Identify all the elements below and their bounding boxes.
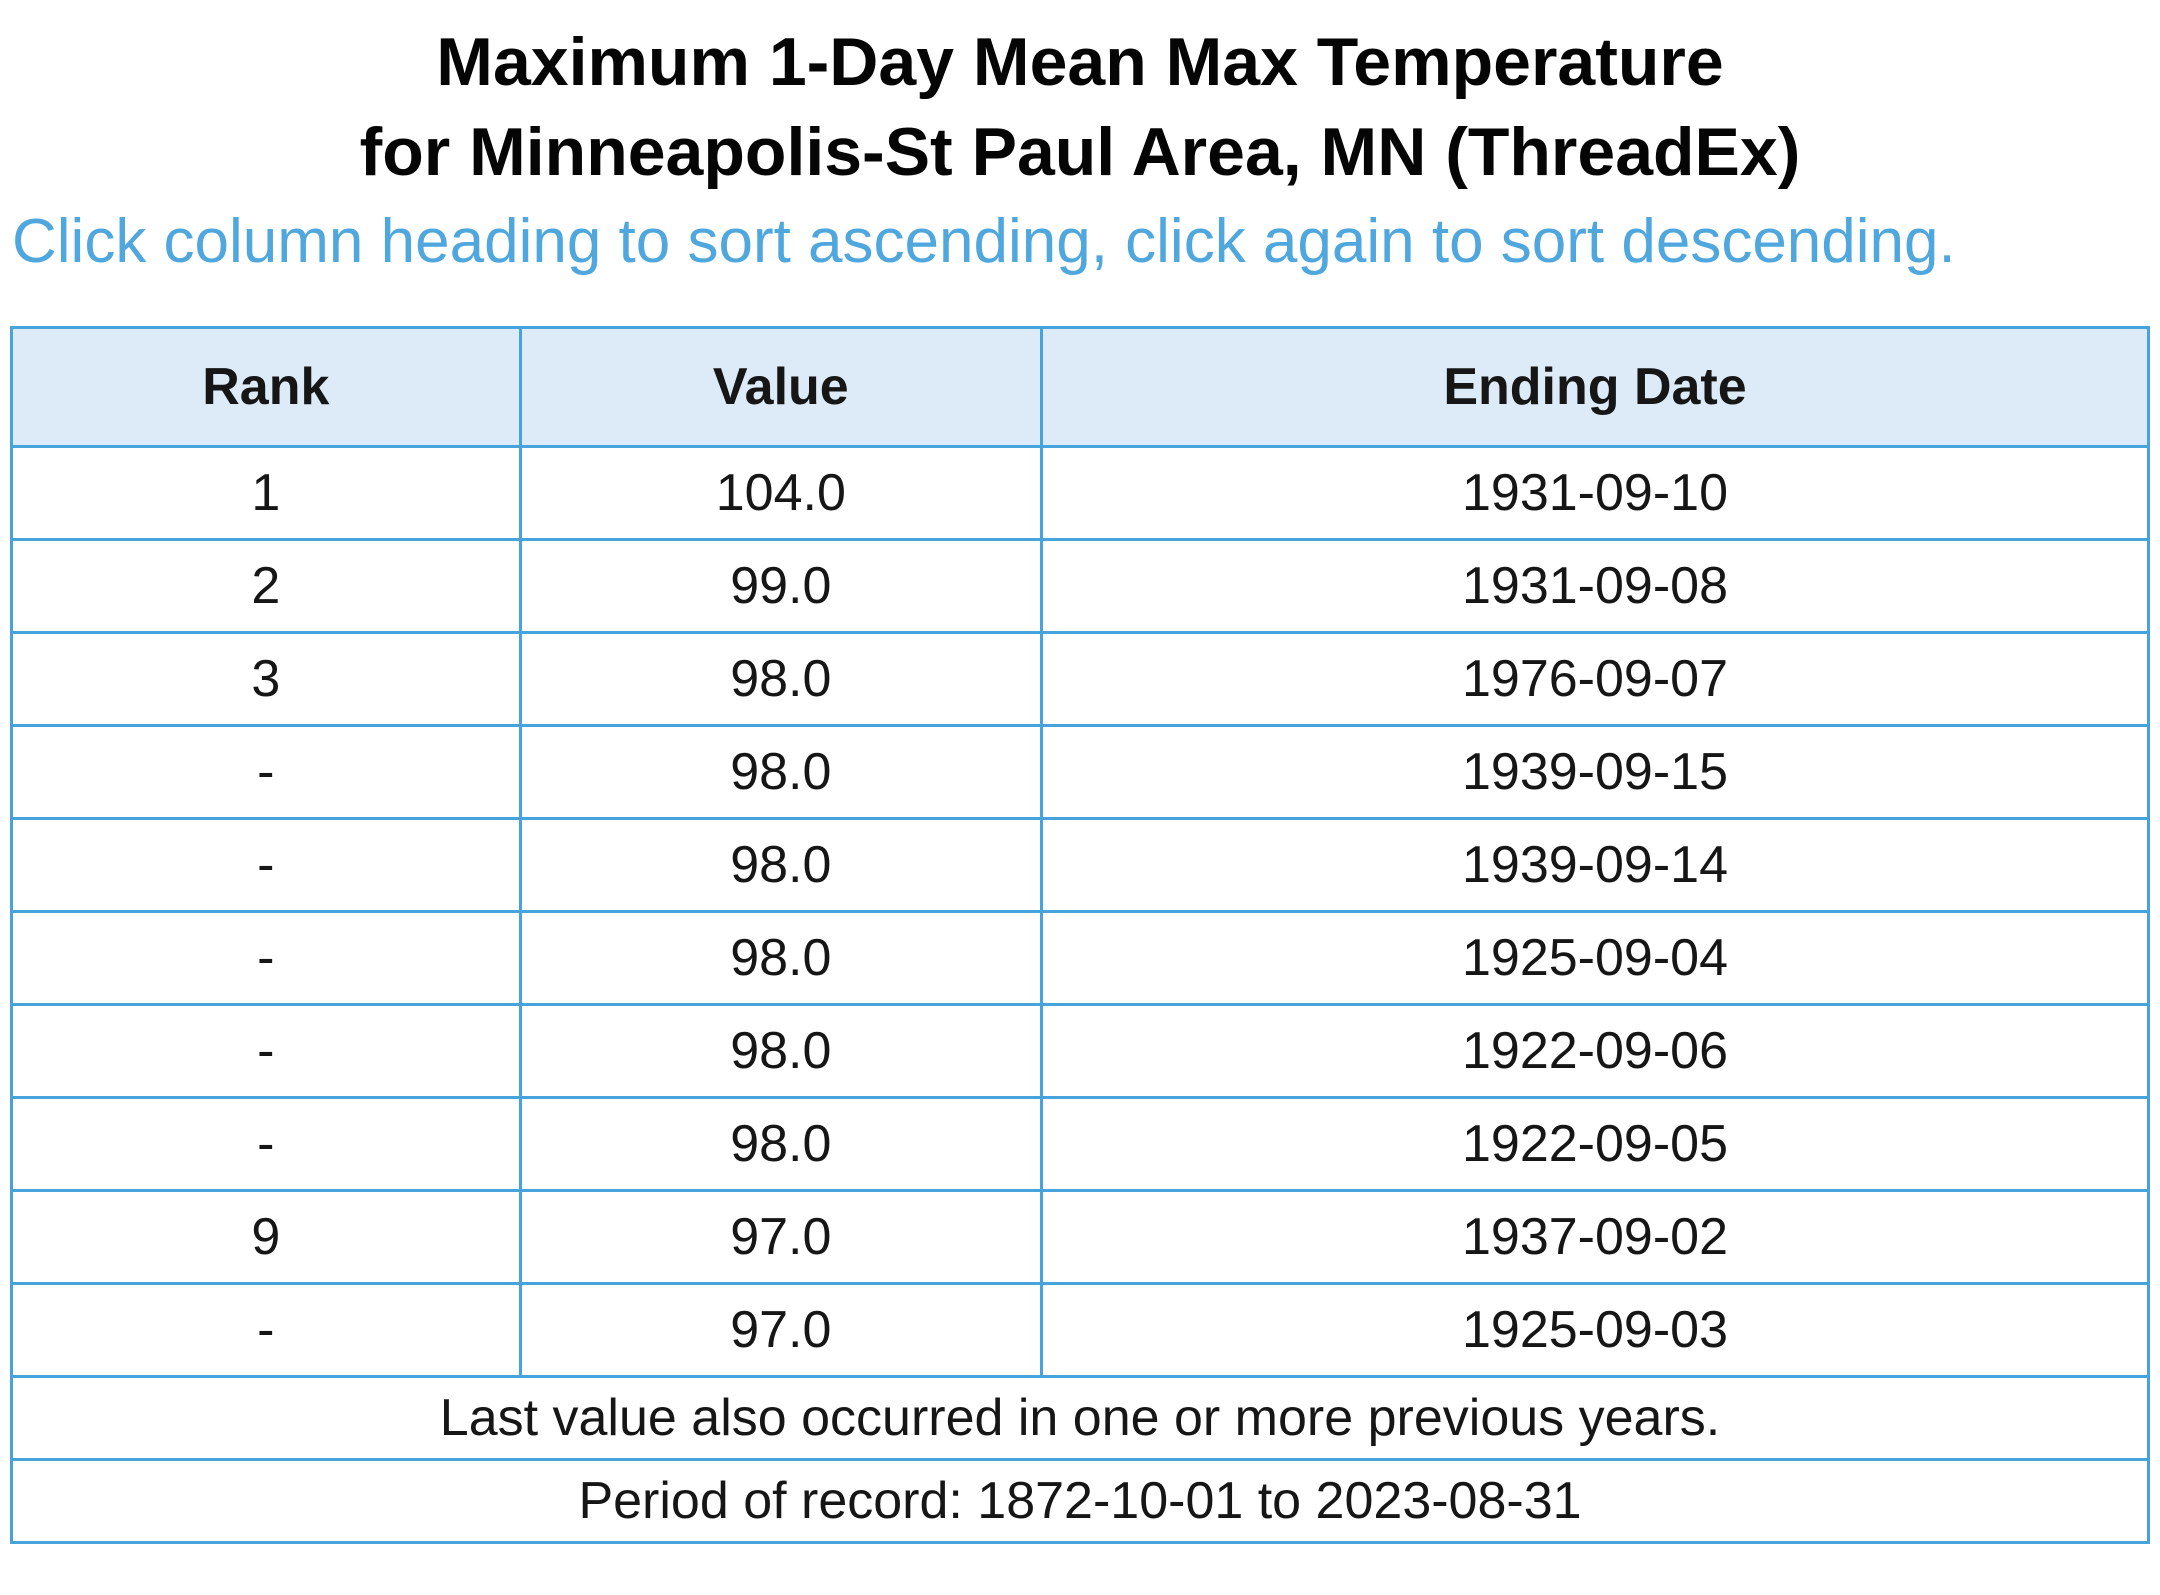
ending-date-cell: 1939-09-14 [1040,816,2150,913]
rank-cell: 1 [10,444,522,541]
footnote-text: Last value also occurred in one or more … [10,1374,2150,1461]
rank-cell: - [10,1281,522,1378]
ending-date-cell: 1937-09-02 [1040,1188,2150,1285]
table-row: - 98.0 1925-09-04 [10,909,2150,1006]
column-header-rank[interactable]: Rank [10,325,522,448]
footnote-row: Last value also occurred in one or more … [10,1374,2150,1461]
table-row: - 97.0 1925-09-03 [10,1281,2150,1378]
ending-date-cell: 1925-09-03 [1040,1281,2150,1378]
value-cell: 97.0 [518,1188,1044,1285]
table-row: - 98.0 1922-09-05 [10,1095,2150,1192]
value-cell: 98.0 [518,816,1044,913]
table-row: 2 99.0 1931-09-08 [10,537,2150,634]
table-row: 9 97.0 1937-09-02 [10,1188,2150,1285]
sort-instructions: Click column heading to sort ascending, … [12,206,1956,276]
value-cell: 99.0 [518,537,1044,634]
value-cell: 97.0 [518,1281,1044,1378]
value-cell: 98.0 [518,723,1044,820]
period-of-record-row: Period of record: 1872-10-01 to 2023-08-… [10,1457,2150,1544]
records-table: Rank Value Ending Date 1 104.0 1931-09-1… [10,325,2150,1544]
rank-cell: - [10,816,522,913]
value-cell: 98.0 [518,630,1044,727]
page-title-line2: for Minneapolis-St Paul Area, MN (Thread… [359,113,1801,190]
ending-date-cell: 1925-09-04 [1040,909,2150,1006]
rank-cell: 3 [10,630,522,727]
rank-cell: 2 [10,537,522,634]
value-cell: 98.0 [518,1002,1044,1099]
rank-cell: - [10,1095,522,1192]
rank-cell: 9 [10,1188,522,1285]
rank-cell: - [10,909,522,1006]
page-title: Maximum 1-Day Mean Max Temperature for Mi… [10,18,2150,198]
table-row: - 98.0 1939-09-14 [10,816,2150,913]
table-row: - 98.0 1939-09-15 [10,723,2150,820]
page-title-line1: Maximum 1-Day Mean Max Temperature [436,24,1724,100]
table-header-row: Rank Value Ending Date [10,325,2150,448]
value-cell: 98.0 [518,1095,1044,1192]
rank-cell: - [10,723,522,820]
rank-cell: - [10,1002,522,1099]
ending-date-cell: 1931-09-08 [1040,537,2150,634]
column-header-ending-date[interactable]: Ending Date [1040,325,2150,448]
value-cell: 98.0 [518,909,1044,1006]
ending-date-cell: 1922-09-05 [1040,1095,2150,1192]
column-header-value[interactable]: Value [518,325,1044,448]
table-row: - 98.0 1922-09-06 [10,1002,2150,1099]
table-row: 1 104.0 1931-09-10 [10,444,2150,541]
ending-date-cell: 1931-09-10 [1040,444,2150,541]
ending-date-cell: 1976-09-07 [1040,630,2150,727]
ending-date-cell: 1922-09-06 [1040,1002,2150,1099]
value-cell: 104.0 [518,444,1044,541]
table-row: 3 98.0 1976-09-07 [10,630,2150,727]
period-of-record-text: Period of record: 1872-10-01 to 2023-08-… [10,1457,2150,1544]
ending-date-cell: 1939-09-15 [1040,723,2150,820]
